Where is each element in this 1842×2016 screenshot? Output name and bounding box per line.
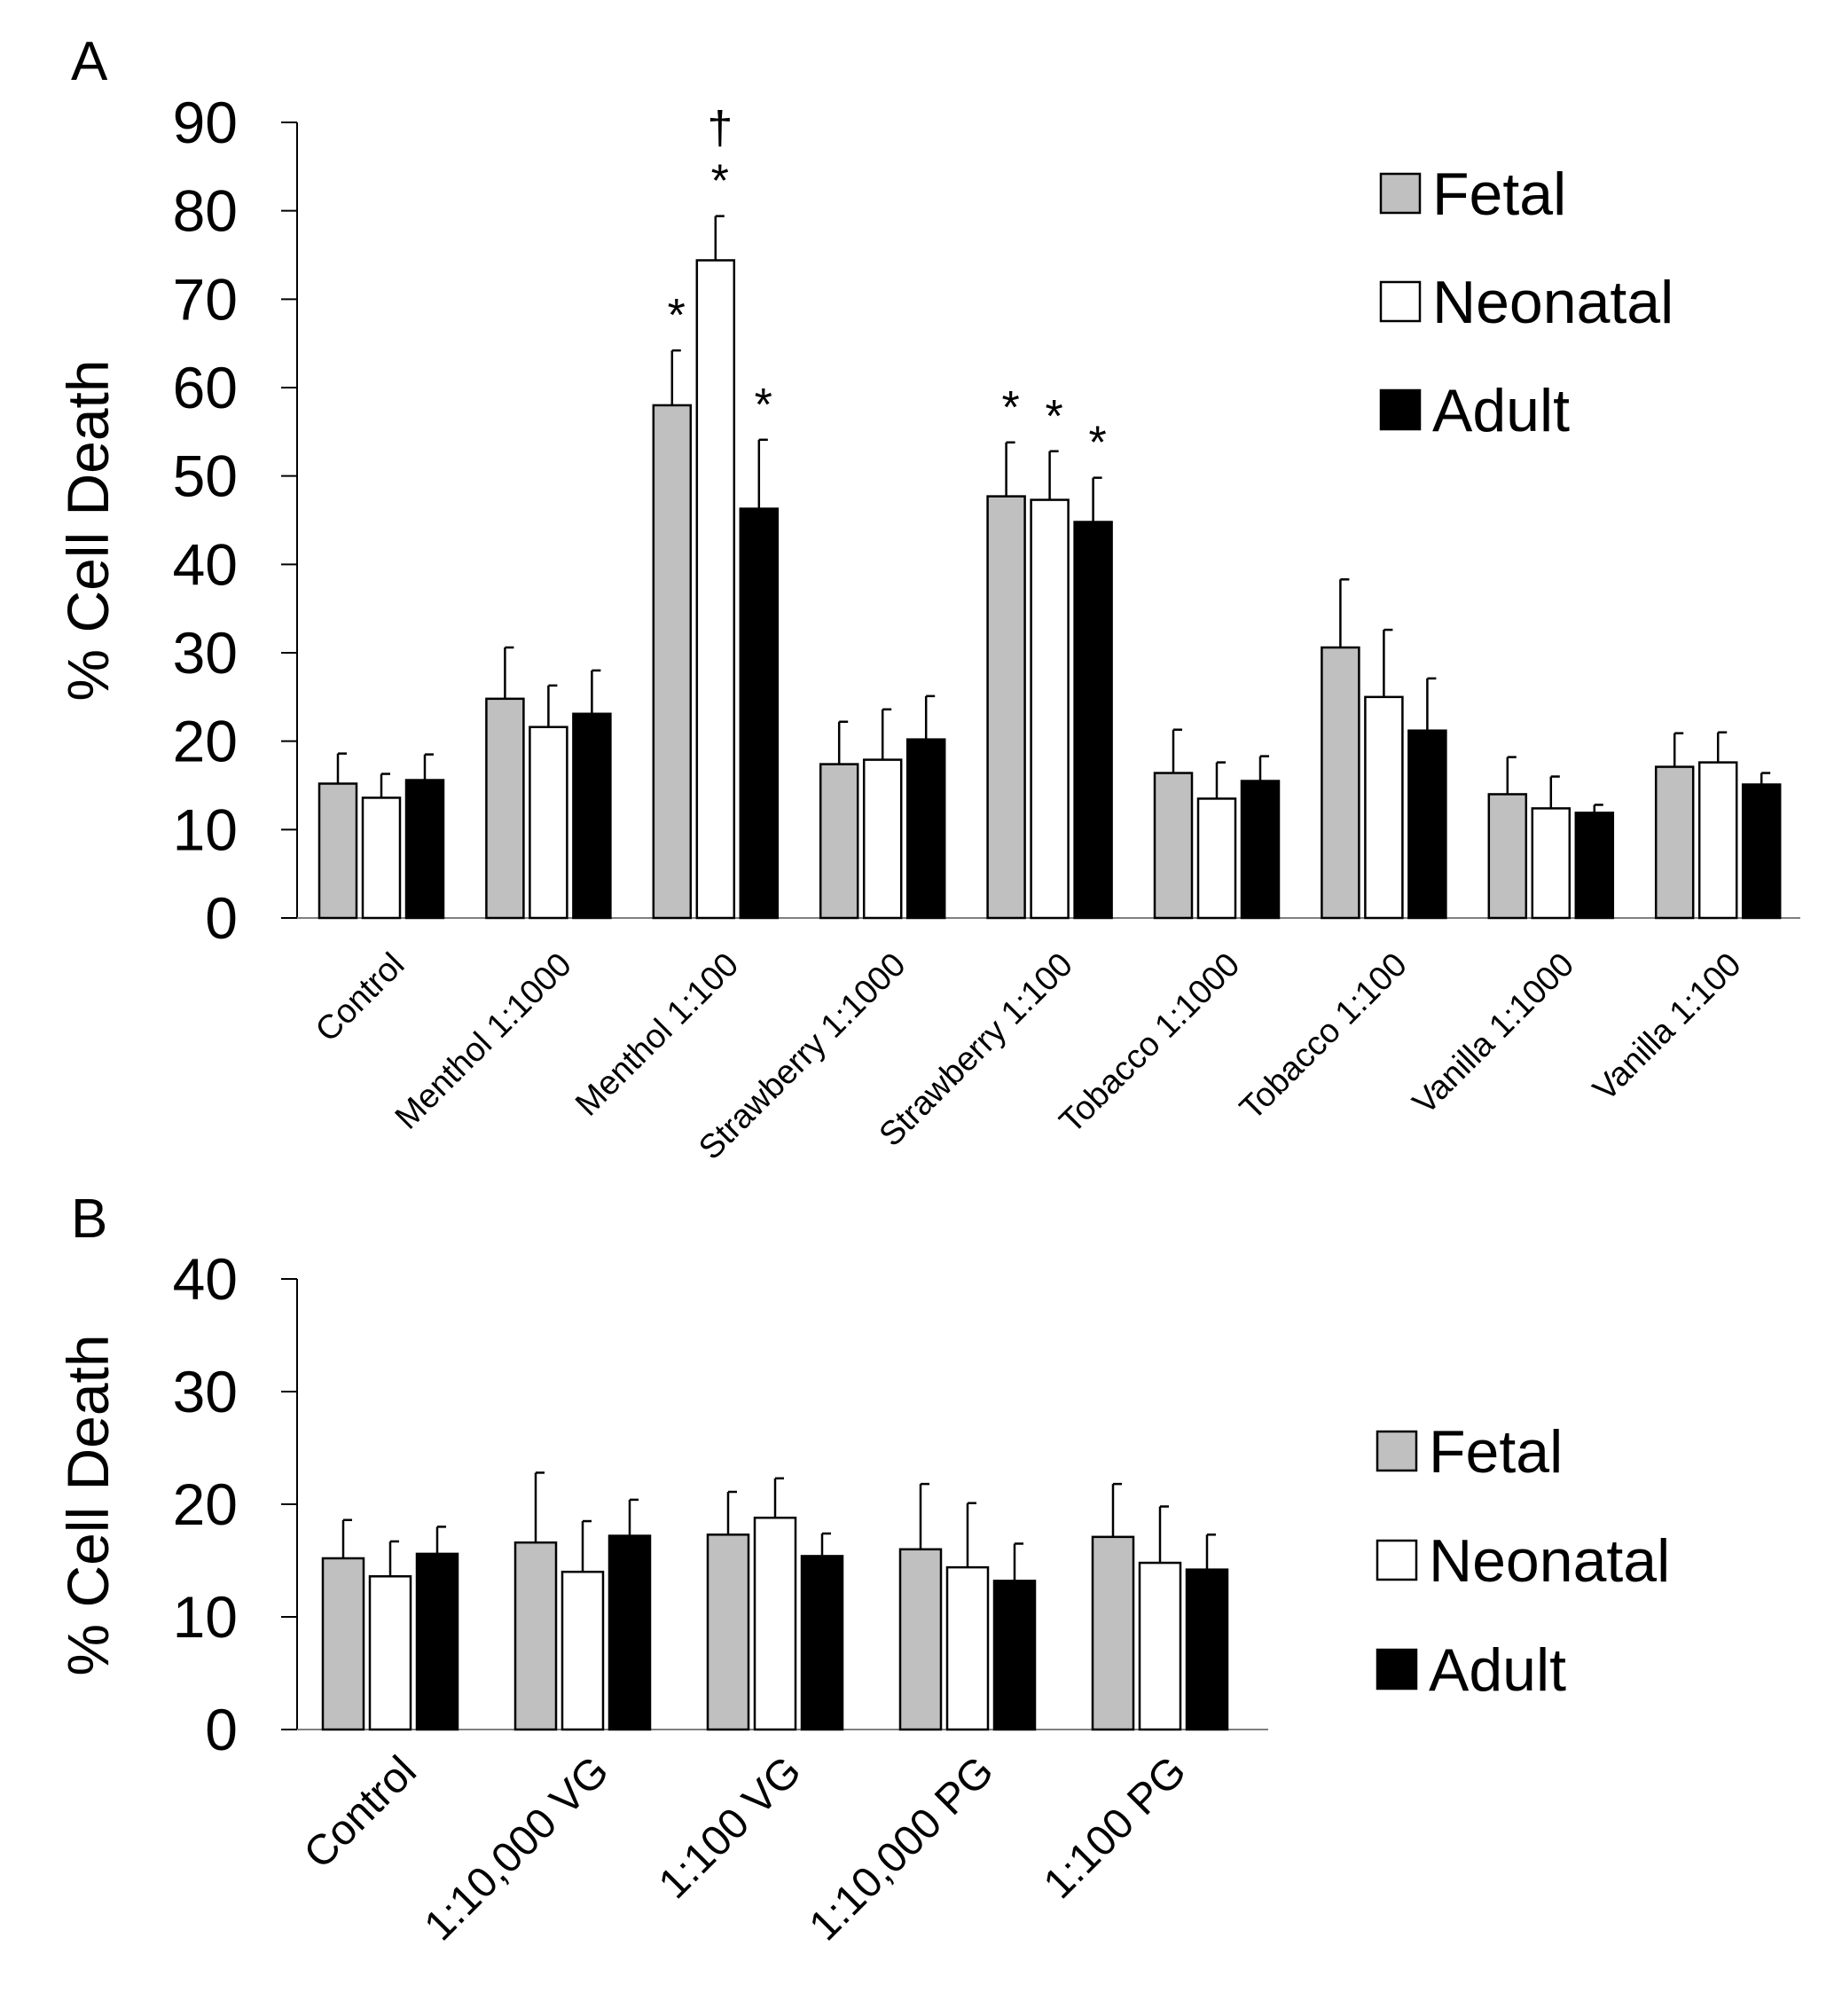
legend-label-adult: Adult xyxy=(1429,1636,1566,1704)
bar-adult xyxy=(739,507,780,920)
bar-adult xyxy=(1407,729,1447,920)
y-tick-label: 10 xyxy=(173,796,238,862)
bar-adult xyxy=(415,1552,459,1731)
x-category-label: Menthol 1:1000 xyxy=(388,946,579,1137)
legend-label-adult: Adult xyxy=(1432,377,1570,444)
y-tick-label: 70 xyxy=(173,266,238,332)
dagger-annotation: † xyxy=(707,103,733,154)
bar-fetal xyxy=(1654,765,1695,920)
bar-neonatal xyxy=(529,726,568,920)
bar-neonatal xyxy=(1531,807,1572,920)
bar-fetal xyxy=(513,1541,558,1731)
bar-fetal xyxy=(898,1548,943,1731)
bar-fetal xyxy=(1153,772,1194,920)
bar-neonatal xyxy=(1030,498,1070,920)
significance-asterisk: * xyxy=(711,156,729,208)
x-category-label: 1:10,000 VG xyxy=(416,1747,618,1949)
bar-neonatal xyxy=(753,1516,797,1731)
bar-neonatal xyxy=(1196,797,1237,920)
bar-neonatal xyxy=(1364,695,1404,920)
bar-fetal xyxy=(485,697,525,920)
legend-swatch-neonatal xyxy=(1379,280,1422,323)
bar-fetal xyxy=(1321,646,1360,920)
y-tick-label: 30 xyxy=(173,1359,238,1424)
y-tick-label: 10 xyxy=(173,1584,238,1650)
bar-adult xyxy=(572,712,612,920)
x-category-label: Control xyxy=(295,1747,426,1878)
legend-swatch-fetal xyxy=(1376,1430,1418,1472)
bar-adult xyxy=(607,1534,652,1731)
x-category-label: 1:100 PG xyxy=(1035,1747,1195,1908)
x-category-label: 1:10,000 PG xyxy=(801,1747,1003,1949)
y-tick-label: 0 xyxy=(205,1697,238,1762)
bar-neonatal xyxy=(1138,1561,1182,1731)
panel-label-a: A xyxy=(71,31,108,92)
x-category-label: Menthol 1:100 xyxy=(568,946,746,1124)
bar-adult xyxy=(1741,783,1782,920)
legend-swatch-neonatal xyxy=(1376,1539,1418,1581)
bar-fetal xyxy=(819,763,859,920)
x-category-label: Tobacco 1:100 xyxy=(1233,946,1414,1127)
y-tick-label: 0 xyxy=(205,885,238,951)
y-tick-label: 80 xyxy=(173,178,238,244)
bar-neonatal xyxy=(945,1565,990,1731)
legend-swatch-adult xyxy=(1379,388,1422,431)
x-category-label: Control xyxy=(309,946,412,1049)
bar-neonatal xyxy=(368,1575,412,1731)
legend-label-fetal: Fetal xyxy=(1432,161,1566,228)
bar-adult xyxy=(992,1580,1037,1731)
x-category-label: 1:100 VG xyxy=(650,1747,811,1908)
bar-neonatal xyxy=(560,1570,605,1731)
legend-swatch-adult xyxy=(1376,1648,1418,1690)
x-category-label: Vanilla 1:1000 xyxy=(1406,946,1581,1122)
y-axis-label-a: % Cell Death xyxy=(55,359,121,701)
bar-neonatal xyxy=(862,758,903,920)
legend-label-neonatal: Neonatal xyxy=(1432,269,1673,336)
bar-adult xyxy=(1240,780,1281,920)
bar-fetal xyxy=(706,1534,750,1731)
bar-fetal xyxy=(1091,1535,1135,1731)
bar-adult xyxy=(800,1555,844,1731)
bar-fetal xyxy=(986,495,1026,920)
bar-fetal xyxy=(652,404,693,920)
panel-label-b: B xyxy=(71,1188,107,1250)
significance-asterisk: * xyxy=(1088,418,1106,469)
bar-fetal xyxy=(321,1557,365,1731)
y-tick-label: 50 xyxy=(173,443,238,509)
y-tick-label: 90 xyxy=(173,90,238,155)
bar-adult xyxy=(1073,521,1113,920)
x-category-label: Vanilla 1:100 xyxy=(1586,946,1748,1109)
bar-neonatal xyxy=(695,259,736,920)
bar-fetal xyxy=(317,782,358,920)
legend-label-neonatal: Neonatal xyxy=(1429,1527,1670,1595)
x-category-label: Tobacco 1:1000 xyxy=(1053,946,1247,1141)
bar-neonatal xyxy=(361,796,402,920)
significance-asterisk: * xyxy=(1001,382,1019,434)
legend-label-fetal: Fetal xyxy=(1429,1418,1563,1486)
bar-adult xyxy=(1185,1568,1229,1731)
y-tick-label: 60 xyxy=(173,355,238,420)
legend-swatch-fetal xyxy=(1379,172,1422,215)
y-tick-label: 30 xyxy=(173,620,238,686)
bar-adult xyxy=(404,779,445,920)
bar-neonatal xyxy=(1697,761,1738,920)
significance-asterisk: * xyxy=(755,380,772,431)
y-tick-label: 40 xyxy=(173,1246,238,1312)
y-tick-label: 20 xyxy=(173,709,238,774)
y-tick-label: 40 xyxy=(173,531,238,597)
significance-asterisk: * xyxy=(668,290,686,341)
bar-fetal xyxy=(1487,793,1528,920)
y-tick-label: 20 xyxy=(173,1471,238,1537)
bar-adult xyxy=(905,738,946,920)
bar-adult xyxy=(1574,812,1615,920)
significance-asterisk: * xyxy=(1045,391,1062,443)
y-axis-label-b: % Cell Death xyxy=(55,1334,121,1675)
